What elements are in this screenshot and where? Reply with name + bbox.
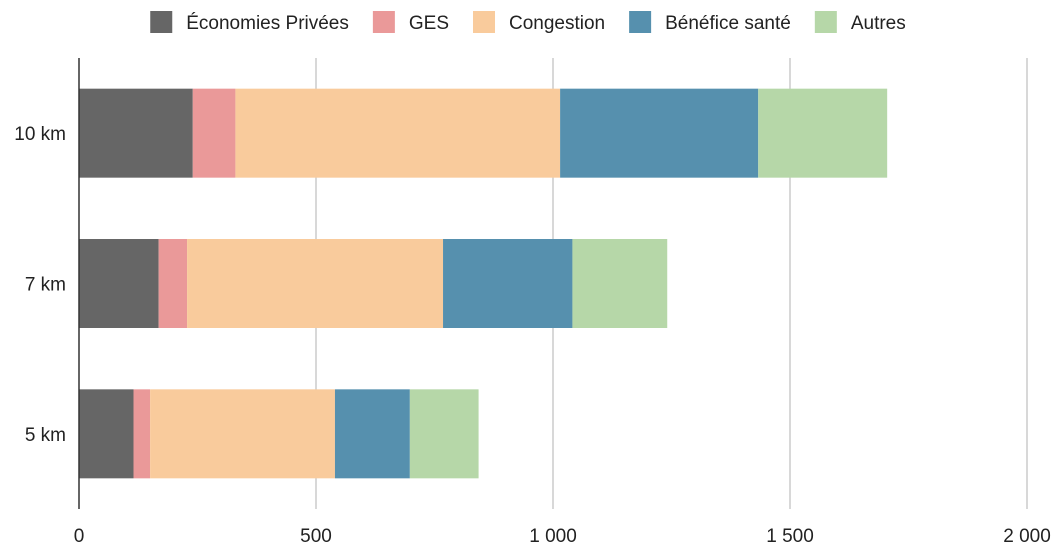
bar-economies-privees-7-km <box>79 239 159 328</box>
bar-congestion-7-km <box>187 239 444 328</box>
legend-swatch <box>629 11 652 33</box>
bar-autres-7-km <box>572 239 668 328</box>
x-axis-tick-labels: 0 500 1 000 1 500 2 000 <box>74 526 1051 547</box>
bar-economies-privees-10-km <box>79 88 193 178</box>
bar-benefice-sante-10-km <box>560 88 759 178</box>
legend: Économies Privées GES Congestion Bénéfice s… <box>150 11 906 34</box>
legend-item-congestion: Congestion <box>473 11 605 34</box>
legend-label: Bénéfice santé <box>665 13 791 34</box>
y-tick-label: 7 km <box>25 275 66 296</box>
legend-item-economies-privees: Économies Privées <box>150 11 349 34</box>
legend-label: Économies Privées <box>186 13 349 34</box>
legend-swatch <box>372 11 395 33</box>
legend-label: Autres <box>851 13 906 34</box>
bar-ges-5-km <box>133 389 151 479</box>
bar-benefice-sante-5-km <box>334 389 410 479</box>
x-tick-label: 0 <box>74 526 85 547</box>
legend-item-autres: Autres <box>814 11 906 34</box>
bar-economies-privees-5-km <box>79 389 134 479</box>
legend-swatch <box>814 11 837 33</box>
bar-congestion-5-km <box>150 389 335 479</box>
y-tick-label: 10 km <box>14 124 66 145</box>
bar-congestion-10-km <box>235 88 561 178</box>
legend-label: GES <box>409 13 449 34</box>
x-tick-label: 2 000 <box>1003 526 1051 547</box>
y-tick-label: 5 km <box>25 425 66 446</box>
x-tick-label: 1 000 <box>529 526 577 547</box>
bar-ges-7-km <box>158 239 188 328</box>
legend-label: Congestion <box>509 13 605 34</box>
legend-item-benefice-sante: Bénéfice santé <box>629 11 791 34</box>
x-tick-label: 1 500 <box>766 526 814 547</box>
bar-autres-5-km <box>409 389 479 479</box>
y-axis-tick-labels: 10 km 7 km 5 km <box>14 124 66 446</box>
bar-autres-10-km <box>758 88 888 178</box>
legend-item-ges: GES <box>372 11 449 34</box>
x-tick-label: 500 <box>300 526 332 547</box>
bar-benefice-sante-7-km <box>443 239 573 328</box>
bars <box>79 88 888 479</box>
bar-ges-10-km <box>192 88 236 178</box>
legend-swatch <box>150 11 173 33</box>
legend-swatch <box>473 11 495 33</box>
